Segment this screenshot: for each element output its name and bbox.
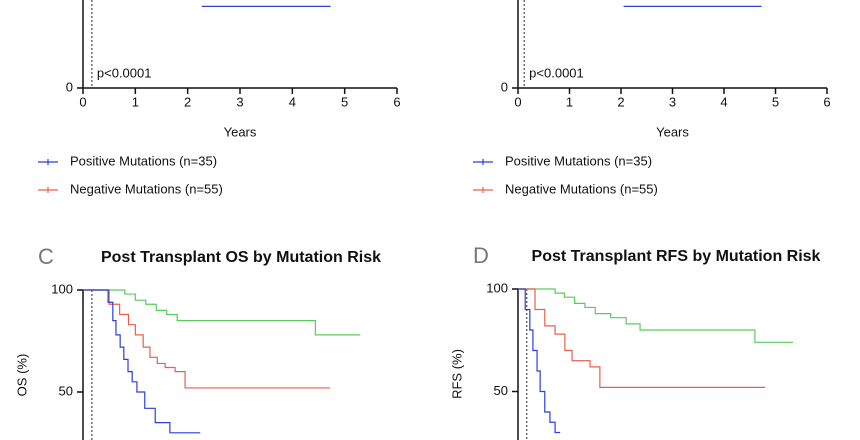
y-axis-label: RFS (%) <box>449 349 464 399</box>
legend-label: Positive Mutations (n=35) <box>505 153 652 168</box>
x-tick-label: 2 <box>184 94 191 109</box>
survival-curve <box>83 289 331 389</box>
x-tick-label: 4 <box>720 94 727 109</box>
x-tick-label: 5 <box>341 94 348 109</box>
p-value: p<0.0001 <box>97 65 152 80</box>
p-value: p<0.0001 <box>529 65 584 80</box>
x-tick-label: 1 <box>566 94 573 109</box>
x-tick-label: 0 <box>514 94 521 109</box>
x-axis-label: Years <box>656 124 689 139</box>
survival-curve <box>518 288 794 343</box>
panel-label: D <box>473 243 489 268</box>
x-tick-label: 0 <box>79 94 86 109</box>
chart-title: Post Transplant RFS by Mutation Risk <box>532 248 821 265</box>
x-tick-label: 4 <box>289 94 296 109</box>
y-axis-label: OS (%) <box>14 354 29 397</box>
y-tick-label: 0 <box>66 79 73 94</box>
y-tick-label: 50 <box>494 383 508 398</box>
survival-curve <box>83 289 361 336</box>
survival-curve <box>83 289 201 434</box>
x-tick-label: 2 <box>617 94 624 109</box>
x-tick-label: 1 <box>132 94 139 109</box>
x-tick-label: 3 <box>236 94 243 109</box>
x-tick-label: 6 <box>823 94 830 109</box>
y-tick-label: 100 <box>486 280 508 295</box>
panel-label: C <box>38 244 54 269</box>
legend-label: Negative Mutations (n=55) <box>505 181 658 196</box>
survival-curve <box>518 288 766 388</box>
x-tick-label: 6 <box>393 94 400 109</box>
chart-title: Post Transplant OS by Mutation Risk <box>101 249 381 266</box>
x-axis-label: Years <box>224 124 257 139</box>
legend-label: Negative Mutations (n=55) <box>70 181 223 196</box>
x-tick-label: 5 <box>772 94 779 109</box>
legend-label: Positive Mutations (n=35) <box>70 153 217 168</box>
y-tick-label: 100 <box>51 281 73 296</box>
y-tick-label: 50 <box>59 383 73 398</box>
survival-curve <box>518 288 561 434</box>
y-tick-label: 0 <box>501 79 508 94</box>
x-tick-label: 3 <box>669 94 676 109</box>
